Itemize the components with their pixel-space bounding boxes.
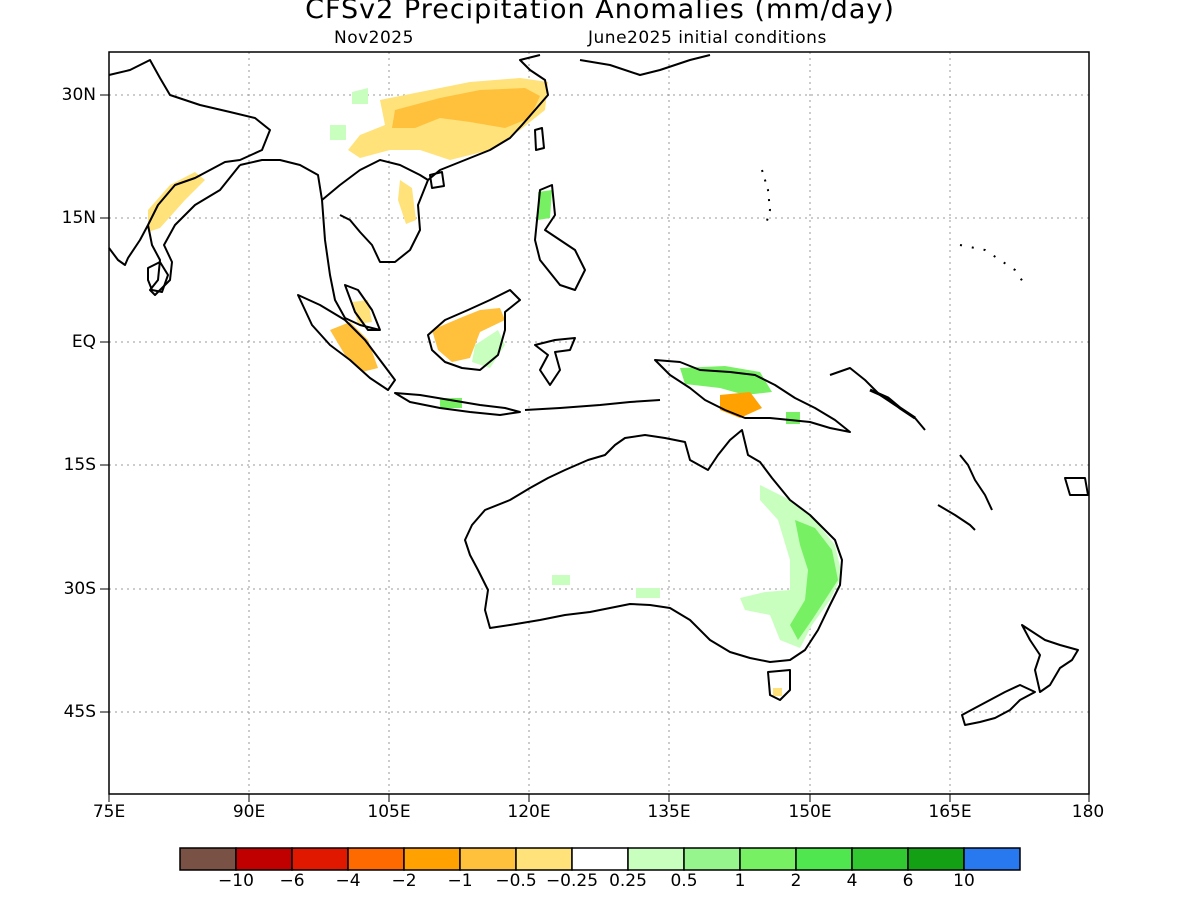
legend-label: 6 (902, 871, 914, 891)
coastline-india-south (147, 164, 241, 296)
legend-swatch (459, 847, 517, 871)
legend-colorbar (179, 847, 1021, 871)
lat-label-30s: 30S (63, 579, 96, 599)
legend-swatch (795, 847, 853, 871)
map-title: CFSv2 Precipitation Anomalies (mm/day) (305, 0, 895, 25)
coastline-java (394, 392, 521, 416)
coastline-philippines (534, 184, 586, 291)
legend-swatch (235, 847, 293, 871)
legend-label: 0.5 (670, 871, 698, 891)
lon-label-105e: 105E (367, 802, 411, 822)
lon-label-90e: 90E (232, 802, 266, 822)
coastline-solomons (869, 388, 916, 420)
coastline-new-caledonia (937, 504, 976, 531)
initial-conditions: June2025 initial conditions (588, 28, 827, 48)
anomaly-region-india-dry (148, 172, 205, 232)
lon-label-180: 180 (1071, 802, 1105, 822)
coastline-nz-north (1021, 624, 1079, 693)
coastline-micronesia (959, 244, 1026, 286)
coastline-vanuatu (959, 454, 993, 511)
coastline-indochina (321, 159, 429, 263)
lon-label-75e: 75E (92, 802, 126, 822)
lat-label-30n: 30N (61, 85, 96, 105)
legend-swatch (291, 847, 349, 871)
legend-label: 4 (846, 871, 858, 891)
coastline-bay-of-bengal (239, 159, 381, 331)
legend-label: 2 (790, 871, 802, 891)
anomaly-region-indochina-dry (398, 180, 416, 224)
coastlines (108, 54, 1089, 726)
legend-swatch (627, 847, 685, 871)
coastline-china (427, 54, 549, 181)
lon-label-135e: 135E (647, 802, 691, 822)
anomaly-region-borneo-wet (472, 330, 505, 368)
anomaly-region-newguinea-dry (720, 392, 762, 418)
coastline-australia (464, 429, 843, 663)
coastline-japan (579, 54, 711, 76)
anomaly-region-newguinea-wet (680, 366, 772, 395)
legend-swatch (683, 847, 741, 871)
legend-swatch (179, 847, 237, 871)
coastline-fiji (1064, 477, 1089, 496)
anomaly-region-malaya-dry (352, 300, 372, 324)
coastline-tasmania (767, 669, 791, 701)
forecast-month: Nov2025 (334, 28, 414, 48)
lon-label-120e: 120E (507, 802, 551, 822)
coastline-marianas (761, 169, 771, 229)
coastline-borneo (427, 289, 521, 371)
anomaly-region-china-green (330, 88, 368, 140)
legend-label: −2 (391, 871, 417, 891)
anomaly-region-china-dry-core (392, 88, 540, 128)
coastline-nz-south (961, 684, 1036, 726)
legend-swatch (515, 847, 573, 871)
legend-label: −6 (279, 871, 305, 891)
lon-label-150e: 150E (788, 802, 832, 822)
lon-label-165e: 165E (928, 802, 972, 822)
graticule (109, 52, 1089, 794)
legend-label: −1 (447, 871, 473, 891)
coastline-bismarck (829, 367, 926, 431)
legend-swatch (907, 847, 965, 871)
anomaly-region-sw-australia-wet (552, 575, 660, 598)
legend-swatch (403, 847, 461, 871)
coastline-taiwan (534, 127, 545, 151)
coastline-sumatra (297, 294, 396, 391)
lat-label-15s: 15S (63, 455, 96, 475)
map-frame (108, 51, 1090, 795)
coastline-lesser-sunda (524, 399, 661, 411)
legend-swatch (851, 847, 909, 871)
legend-swatch (571, 847, 629, 871)
anomaly-shading (148, 78, 842, 696)
anomaly-region-sumatra-dry (330, 322, 378, 372)
legend-label: 10 (953, 871, 975, 891)
anomaly-region-newguinea-tail-wet (786, 412, 800, 424)
axis-ticks (100, 94, 1090, 802)
coastline-new-guinea (654, 359, 851, 433)
legend-label: −0.5 (495, 871, 537, 891)
lat-label-45s: 45S (63, 702, 96, 722)
legend-swatch (963, 847, 1021, 871)
legend-label: −4 (335, 871, 361, 891)
legend-swatch (739, 847, 797, 871)
coastline-malaya (344, 284, 381, 331)
anomaly-region-east-australia-core (790, 520, 838, 640)
anomaly-region-tasmania-dry (773, 688, 782, 696)
lat-label-eq: EQ (71, 332, 96, 352)
coastline-sri-lanka (147, 261, 169, 293)
coastline-hainan (429, 171, 445, 189)
lat-label-15n: 15N (61, 208, 96, 228)
anomaly-region-borneo-dry (432, 308, 505, 362)
legend-swatch (347, 847, 405, 871)
legend-label: 1 (734, 871, 746, 891)
legend-label: −0.25 (545, 871, 599, 891)
coastline-asia (108, 59, 271, 266)
anomaly-region-philippines-wet (538, 190, 552, 220)
legend-label: −10 (218, 871, 254, 891)
legend-label: 0.25 (609, 871, 647, 891)
coastline-sulawesi (534, 337, 576, 386)
